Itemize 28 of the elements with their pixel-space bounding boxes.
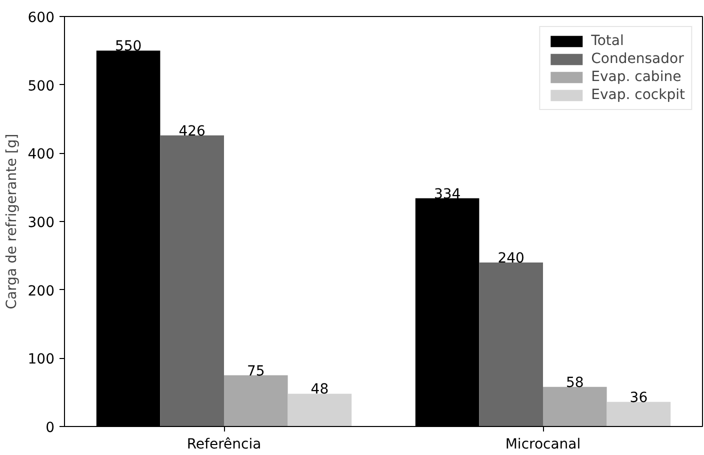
x-tick-label: Referência — [186, 436, 262, 452]
y-tick-label: 400 — [28, 146, 55, 163]
legend-label: Evap. cabine — [591, 69, 682, 85]
legend-label: Condensador — [591, 51, 684, 67]
bar — [606, 402, 671, 426]
data-label: 58 — [566, 374, 584, 391]
y-tick-label: 600 — [28, 10, 55, 26]
y-tick-label: 500 — [28, 78, 55, 94]
y-tick-label: 200 — [28, 283, 55, 300]
data-label: 550 — [114, 38, 142, 55]
data-label: 36 — [630, 390, 648, 406]
legend-label: Total — [591, 33, 624, 49]
bar — [160, 135, 224, 426]
y-tick-label: 300 — [28, 215, 55, 231]
bar — [288, 394, 352, 426]
data-label: 75 — [246, 363, 265, 380]
y-tick-label: 0 — [46, 420, 55, 436]
bar — [479, 262, 543, 426]
data-label: 426 — [178, 123, 206, 140]
x-tick-label: Microcanal — [505, 436, 581, 452]
y-tick-label: 100 — [28, 352, 55, 368]
bar — [224, 375, 288, 426]
legend-label: Evap. cockpit — [591, 87, 685, 103]
data-label: 240 — [498, 250, 524, 266]
y-axis-title: Carga de refrigerante [g] — [4, 134, 20, 310]
data-label: 48 — [310, 382, 329, 398]
bar — [543, 386, 607, 426]
data-label: 334 — [434, 186, 461, 202]
